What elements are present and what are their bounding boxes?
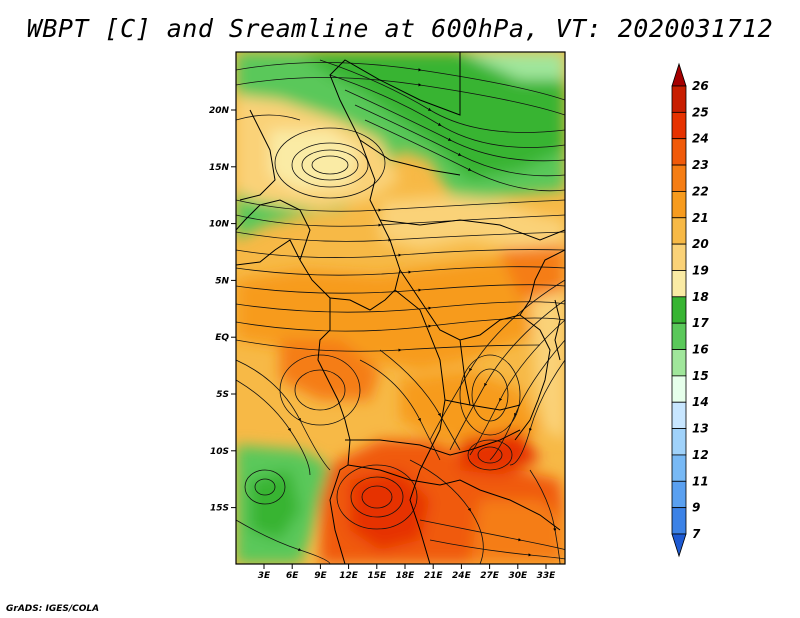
lat-label: 15S [210,504,229,514]
longitude-axis: 3E 6E 9E 12E 15E 18E 21E 24E 27E 30E 33E [258,564,556,581]
lat-label: 10S [210,447,229,457]
lon-label: 12E [339,571,359,581]
lon-label: 30E [508,571,528,581]
colorbar-label: 14 [692,395,709,409]
colorbar-cell [671,138,687,166]
colorbar-label: 21 [692,211,709,225]
colorbar-cell [671,111,687,140]
lon-label: 6E [286,571,299,581]
colorbar-label: 24 [692,132,709,146]
latitude-axis: 20N 15N 10N 5N EQ 5S 10S 15S [209,106,236,514]
colorbar-cell [671,375,687,403]
colorbar-cell [671,507,687,535]
colorbar-label: 17 [692,316,709,330]
map-frame [235,51,566,565]
colorbar-label: 9 [692,501,700,515]
chart-title: WBPT [C] and Sreamline at 600hPa, VT: 20… [26,14,774,43]
colorbar-label: 18 [692,290,709,304]
colorbar-cell [671,349,687,377]
lat-label: 5S [216,390,229,400]
colorbar-label: 16 [692,343,709,357]
colorbar-cell [671,270,687,298]
lat-label: 5N [215,276,229,286]
streamlines [236,59,565,564]
colorbar-label: 20 [692,237,709,251]
colorbar-label: 13 [692,422,709,436]
colorbar-cell [671,480,687,509]
colorbar: 26 25 24 23 22 21 20 19 18 17 16 15 14 13 12 11 9 7 [671,62,709,558]
lat-label: 20N [209,106,230,116]
borders [236,52,565,564]
colorbar-cell [671,322,687,350]
lon-label: 21E [424,571,444,581]
credit-text: GrADS: IGES/COLA [6,604,100,614]
wbpt-shading [236,52,565,564]
colorbar-cell [671,191,687,219]
lat-label: 15N [209,163,230,173]
colorbar-cell [671,454,687,482]
lon-label: 27E [480,571,500,581]
colorbar-label: 22 [692,184,709,198]
colorbar-cell [671,296,687,324]
lon-label: 3E [258,571,271,581]
lon-label: 18E [396,571,416,581]
colorbar-label: 12 [692,448,709,462]
colorbar-label: 25 [692,105,709,119]
colorbar-label: 19 [692,263,709,277]
colorbar-cell [671,428,687,456]
colorbar-cell [671,401,687,429]
lon-label: 9E [314,571,327,581]
colorbar-cap-bottom [671,533,687,558]
lon-label: 15E [367,571,387,581]
colorbar-label: 26 [692,79,709,93]
map-plot-area [236,52,565,564]
colorbar-cell [671,217,687,245]
colorbar-label: 11 [692,474,709,488]
colorbar-cell [671,85,687,113]
colorbar-label: 15 [692,369,709,383]
colorbar-label: 23 [692,158,709,172]
colorbar-cell [671,243,687,271]
lat-label: EQ [215,333,229,343]
colorbar-label: 7 [692,527,701,541]
lon-label: 24E [452,571,472,581]
lat-label: 10N [209,220,230,230]
colorbar-cap-top [671,62,687,87]
lon-label: 33E [537,571,557,581]
colorbar-cell [671,164,687,192]
